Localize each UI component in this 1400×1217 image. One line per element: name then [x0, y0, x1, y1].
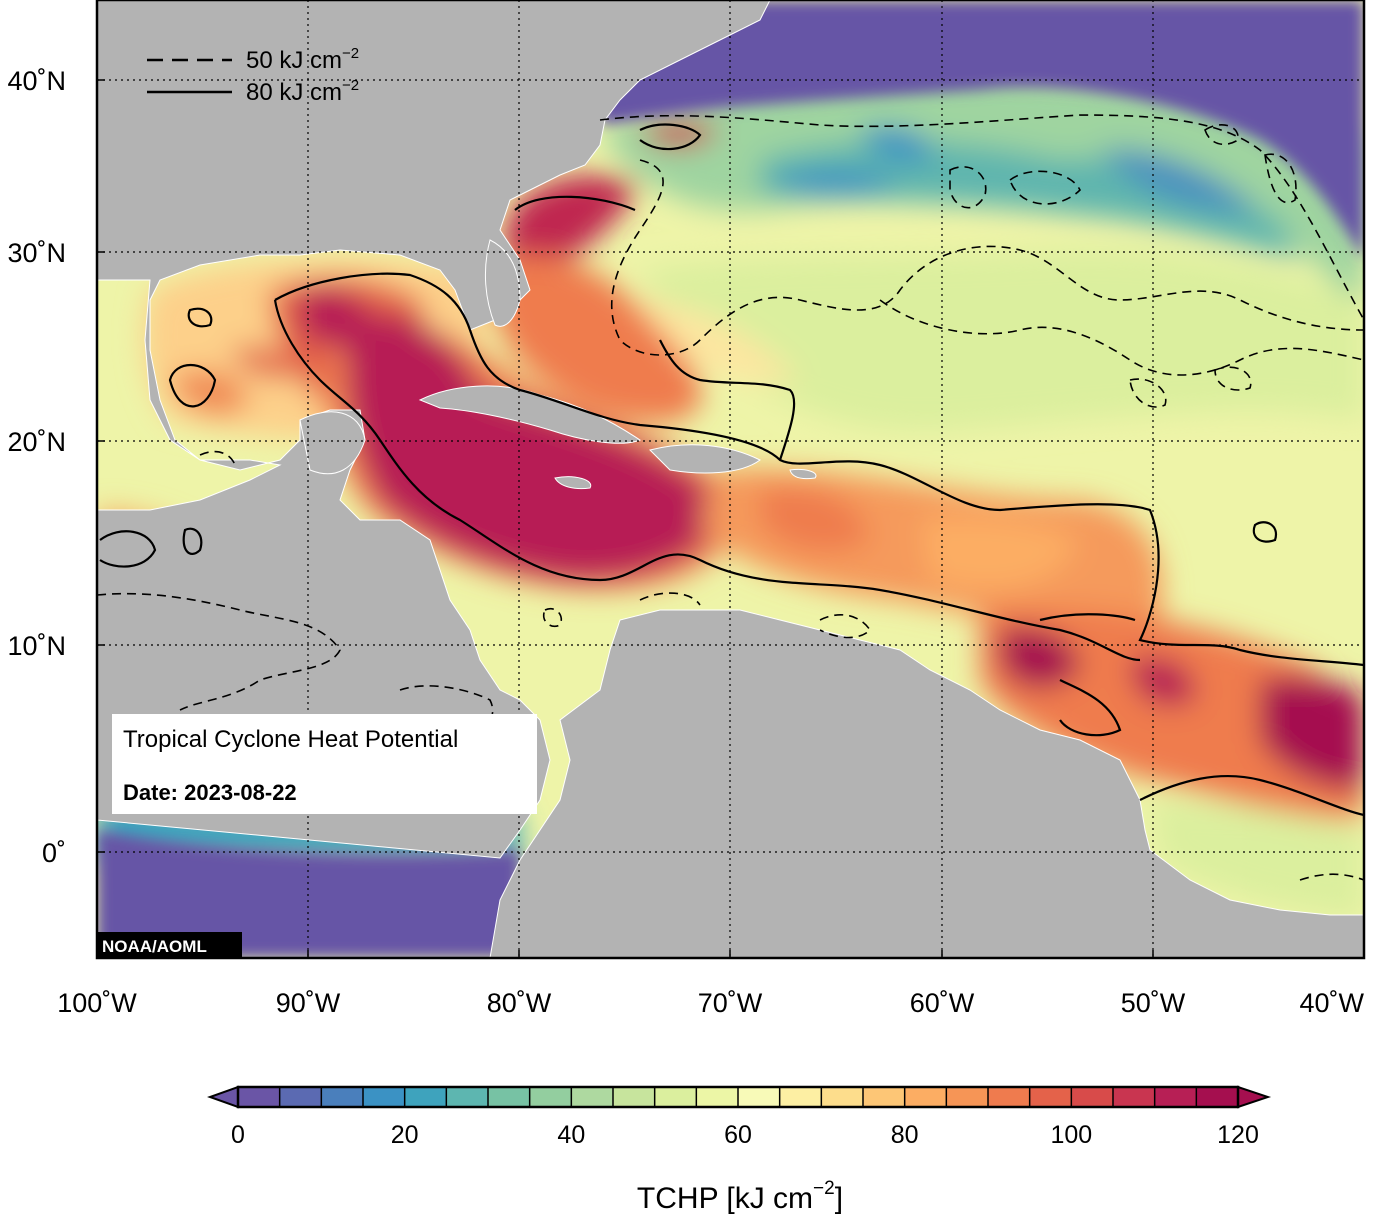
contours-50 [97, 114, 1364, 881]
colorbar-swatch [779, 1087, 822, 1107]
colorbar-swatch [863, 1087, 906, 1107]
lon-label: 100˚W [57, 988, 137, 1018]
colorbar-swatch [238, 1087, 281, 1107]
info-box: Tropical Cyclone Heat Potential Date: 20… [112, 714, 537, 814]
colorbar-max-arrow [1237, 1085, 1272, 1109]
lon-label: 40˚W [1299, 988, 1364, 1018]
lat-label: 30˚N [7, 238, 66, 268]
colorbar-swatch [1071, 1087, 1114, 1107]
credit-badge: NOAA/AOML [97, 932, 242, 958]
contour-legend: 50 kJ cm−2 80 kJ cm−2 [147, 45, 359, 106]
colorbar-swatch [904, 1087, 947, 1107]
lon-label: 60˚W [910, 988, 975, 1018]
lon-axis-labels: 100˚W 90˚W 80˚W 70˚W 60˚W 50˚W 40˚W [57, 988, 1364, 1018]
lat-label: 20˚N [7, 427, 66, 457]
colorbar-tick-label: 40 [557, 1121, 585, 1149]
colorbar-swatch [1113, 1087, 1156, 1107]
map-area: 50 kJ cm−2 80 kJ cm−2 Tropical Cyclone H… [97, 0, 1364, 958]
lat-label: 10˚N [7, 631, 66, 661]
credit-text: NOAA/AOML [102, 937, 207, 956]
colorbar-swatch [654, 1087, 697, 1107]
info-date: Date: 2023-08-22 [123, 780, 297, 805]
colorbar-swatch [529, 1087, 572, 1107]
colorbar-swatch [488, 1087, 531, 1107]
frame-ticks [97, 79, 1154, 958]
colorbar-swatch [1154, 1087, 1197, 1107]
colorbar-swatch [446, 1087, 489, 1107]
colorbar-tick-label: 80 [891, 1121, 919, 1149]
lon-label: 90˚W [276, 988, 341, 1018]
colorbar [207, 1085, 1272, 1109]
colorbar-tick-label: 100 [1050, 1121, 1092, 1149]
lat-label: 40˚N [7, 66, 66, 96]
colorbar-swatch [1029, 1087, 1072, 1107]
colorbar-swatch [321, 1087, 364, 1107]
contours-80 [99, 123, 1364, 817]
colorbar-tick-labels: 0 20 40 60 80 100 120 [231, 1121, 1259, 1149]
legend-dashed-label: 50 kJ cm−2 [246, 45, 359, 74]
colorbar-swatch [613, 1087, 656, 1107]
lat-axis-labels: 40˚N 30˚N 20˚N 10˚N 0˚ [7, 66, 66, 868]
colorbar-swatch [363, 1087, 406, 1107]
tchp-field [97, 0, 1364, 958]
colorbar-outline [236, 1085, 1240, 1109]
colorbar-swatch [821, 1087, 864, 1107]
colorbar-swatch [946, 1087, 989, 1107]
colorbar-swatch [696, 1087, 739, 1107]
colorbar-tick-label: 60 [724, 1121, 752, 1149]
colorbar-swatch [279, 1087, 322, 1107]
legend-solid-label: 80 kJ cm−2 [246, 77, 359, 106]
lon-label: 80˚W [487, 988, 552, 1018]
colorbar-tick-label: 120 [1217, 1121, 1259, 1149]
colorbar-title: TCHP [kJ cm−2] [637, 1178, 843, 1215]
colorbar-tick-label: 0 [231, 1121, 245, 1149]
colorbar-min-arrow [207, 1085, 239, 1109]
colorbar-swatch [988, 1087, 1031, 1107]
lon-label: 70˚W [698, 988, 763, 1018]
colorbar-swatch [738, 1087, 781, 1107]
colorbar-swatch [404, 1087, 447, 1107]
lon-label: 50˚W [1121, 988, 1186, 1018]
info-title: Tropical Cyclone Heat Potential [123, 726, 458, 753]
colorbar-tick-label: 20 [391, 1121, 419, 1149]
land [97, 0, 1364, 958]
colorbar-swatch [571, 1087, 614, 1107]
colorbar-swatch [1196, 1087, 1239, 1107]
lat-label: 0˚ [42, 838, 66, 868]
